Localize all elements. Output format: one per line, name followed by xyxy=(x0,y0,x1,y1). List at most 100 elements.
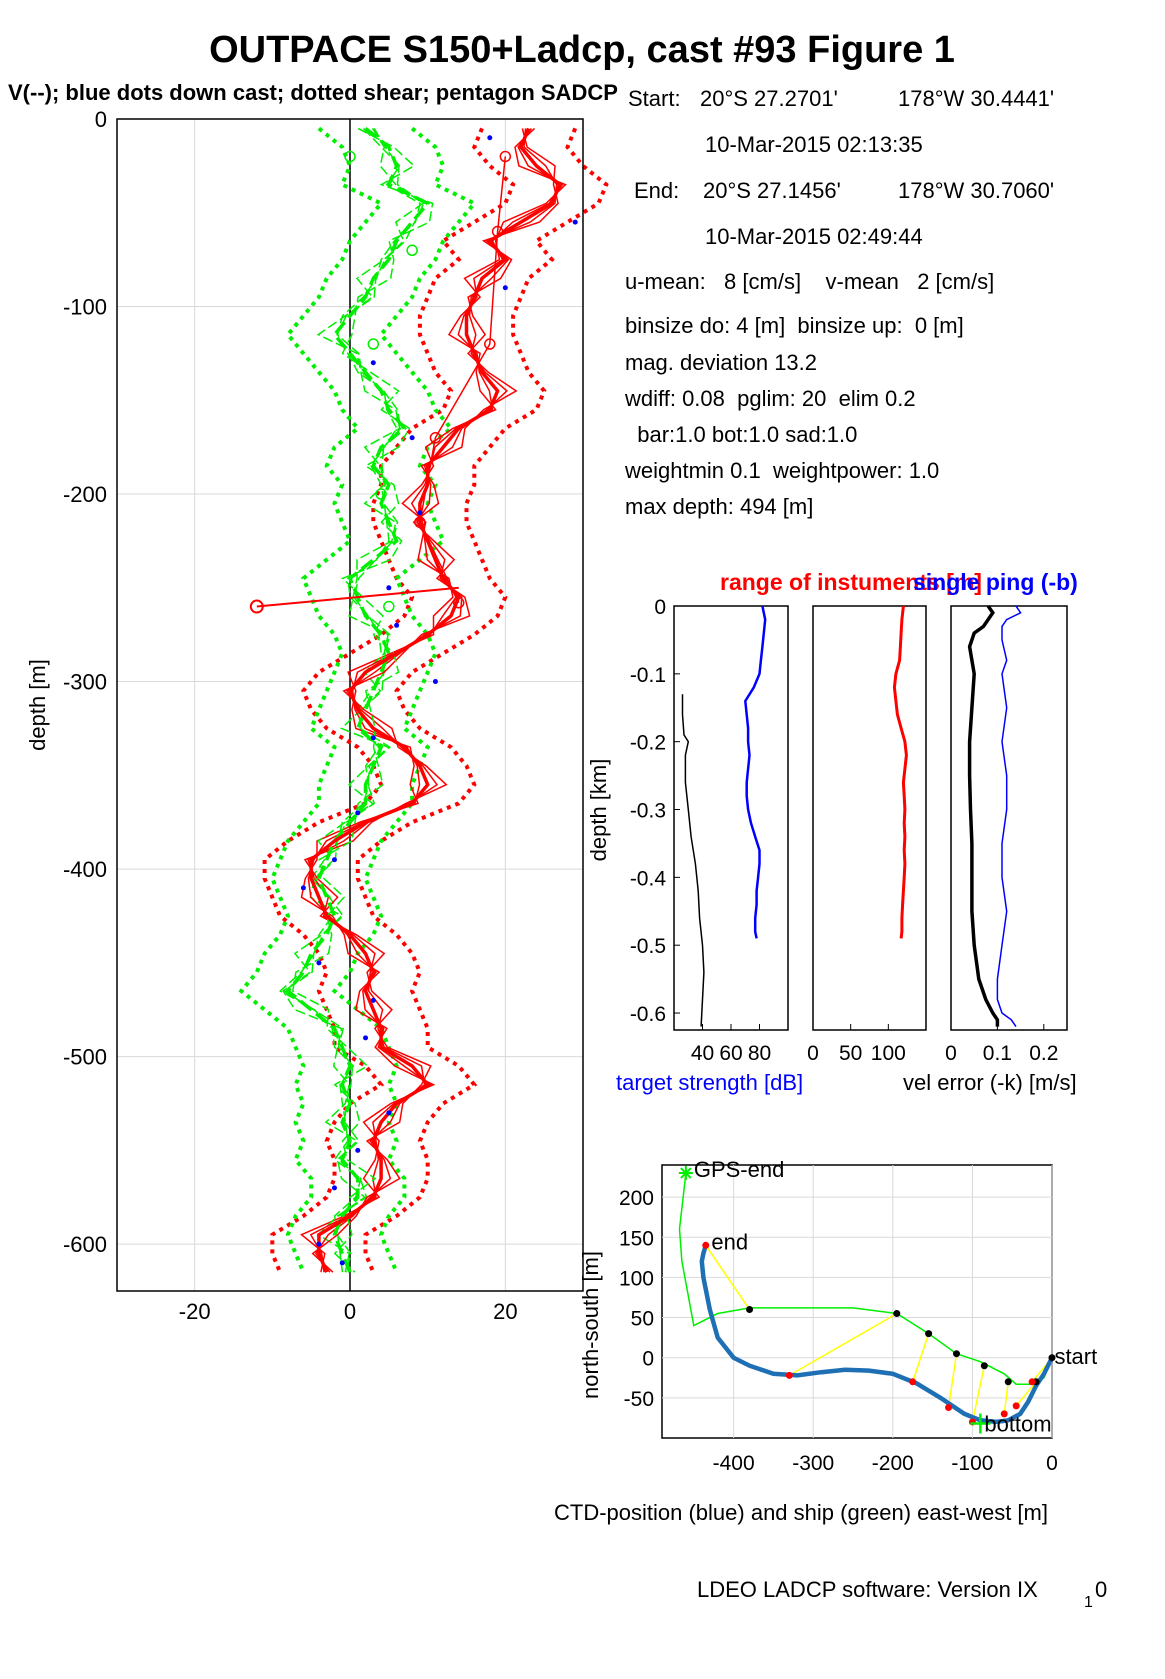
v-variant-line xyxy=(282,128,425,1273)
downcast-dot xyxy=(370,735,376,741)
x-tick-label: 0 xyxy=(807,1042,819,1065)
y-tick-label: -0.6 xyxy=(630,1003,666,1026)
ctd-marker xyxy=(909,1378,917,1386)
position-connector xyxy=(912,1333,930,1383)
downcast-dot xyxy=(355,1147,361,1153)
x-tick-label: 100 xyxy=(871,1042,906,1065)
ship-marker xyxy=(925,1330,933,1338)
y-tick-label: -50 xyxy=(624,1388,654,1411)
position-connector xyxy=(1003,1381,1009,1415)
sadcp-v-marker xyxy=(367,338,380,350)
ctd-marker xyxy=(702,1241,710,1249)
x-tick-label: 60 xyxy=(719,1042,742,1065)
y-tick-label: 200 xyxy=(619,1187,654,1210)
downcast-dot xyxy=(394,622,400,628)
position-connector xyxy=(788,1312,898,1377)
ship-marker xyxy=(952,1350,960,1358)
bottom-marker xyxy=(970,1413,991,1434)
y-tick-label: -600 xyxy=(63,1232,107,1257)
x-tick-label: -100 xyxy=(951,1452,993,1475)
y-tick-label: -0.5 xyxy=(630,935,666,958)
sadcp-marker xyxy=(484,338,496,350)
downcast-dot xyxy=(370,360,376,366)
velocity-profile-ticks: -20 0 200-100-200-300-400-500-600 xyxy=(63,107,518,1324)
x-tick-label: 20 xyxy=(493,1299,517,1324)
x-tick-label: 80 xyxy=(748,1042,771,1065)
y-tick-label: -0.4 xyxy=(630,867,667,890)
panel-frame xyxy=(950,605,1068,1031)
position-ylabel: north-south [m] xyxy=(578,1251,603,1399)
x-tick-label: 0 xyxy=(945,1042,957,1065)
end-label: End: xyxy=(634,178,679,203)
y-tick-label: -0.3 xyxy=(630,800,666,823)
magdev-text: mag. deviation 13.2 xyxy=(625,350,817,375)
maxdepth-text: max depth: 494 [m] xyxy=(625,494,813,519)
v-velocity-line xyxy=(285,127,431,1273)
downcast-dot xyxy=(572,219,578,225)
panel-frame xyxy=(673,605,789,1031)
y-tick-label: -100 xyxy=(63,295,107,320)
sadcp-marker xyxy=(491,225,504,238)
y-tick-label: 0 xyxy=(95,107,107,132)
small-panels-ylabel: depth [km] xyxy=(586,759,611,862)
position-panel: -400 -300 -200 -100 0 200 150 100 50 0 -50 GPS-end e… xyxy=(619,1157,1097,1475)
downcast-dot xyxy=(339,1260,345,1266)
ship-marker xyxy=(980,1362,988,1370)
ctd-marker xyxy=(785,1371,793,1379)
ctd-marker xyxy=(1000,1410,1008,1418)
x-tick-label: 40 xyxy=(691,1042,714,1065)
downcast-dot xyxy=(370,997,376,1003)
sadcp-outlier-line xyxy=(256,586,459,608)
x-tick-label: 0 xyxy=(1046,1452,1058,1475)
position-xlabel: CTD-position (blue) and ship (green) eas… xyxy=(554,1500,1048,1525)
target-strength-up-line xyxy=(681,694,705,1027)
footer-text: LDEO LADCP software: Version IX xyxy=(697,1577,1038,1602)
means-text: u-mean: 8 [cm/s] v-mean 2 [cm/s] xyxy=(625,269,994,294)
x-tick-label: 0.2 xyxy=(1029,1042,1058,1065)
end-time: 10-Mar-2015 02:49:44 xyxy=(705,224,923,249)
y-tick-label: -400 xyxy=(63,857,107,882)
x-tick-label: 0 xyxy=(344,1299,356,1324)
downcast-dot xyxy=(331,857,337,863)
ship-marker xyxy=(1004,1378,1012,1386)
y-tick-label: 100 xyxy=(619,1267,654,1290)
sadcp-v-marker xyxy=(383,600,395,613)
y-tick-label: 150 xyxy=(619,1227,654,1250)
ship-marker xyxy=(746,1306,754,1314)
velocity-profile-panel: -20 0 200-100-200-300-400-500-600 depth [m… xyxy=(25,107,609,1324)
start-label: Start: xyxy=(628,86,681,111)
downcast-dot xyxy=(300,885,306,891)
v-variant-line xyxy=(291,127,434,1273)
footer: LDEO LADCP software: Version IX 1 0 xyxy=(697,1577,1107,1611)
velocity-error-xlabel: vel error (-k) [m/s] xyxy=(903,1070,1077,1095)
x-tick-label: -400 xyxy=(713,1452,755,1475)
sadcp-line xyxy=(419,156,507,604)
velocity-error-panel: 0 0.1 0.2 xyxy=(945,605,1068,1065)
downcast-dot xyxy=(316,1241,322,1247)
x-tick-label: -300 xyxy=(792,1452,834,1475)
weight-text: weightmin 0.1 weightpower: 1.0 xyxy=(624,458,939,483)
start-label: start xyxy=(1054,1344,1097,1369)
ctd-track-line xyxy=(699,1244,1055,1425)
x-tick-label: 50 xyxy=(839,1042,862,1065)
end-lat: 20°S 27.1456' xyxy=(703,178,841,203)
sadcp-outlier-marker xyxy=(249,599,264,614)
downcast-dot xyxy=(432,679,438,685)
ship-marker xyxy=(893,1310,901,1318)
downcast-dot xyxy=(386,585,392,591)
bottom-label: bottom xyxy=(984,1412,1051,1437)
v-shear-envelope xyxy=(238,126,385,1273)
sadcp-marker xyxy=(452,597,465,609)
range-line xyxy=(892,605,908,939)
ctd-marker xyxy=(1012,1402,1020,1410)
x-tick-label: -20 xyxy=(179,1299,211,1324)
position-connector xyxy=(947,1353,958,1408)
position-connector xyxy=(705,1244,751,1310)
v-variant-line xyxy=(279,127,421,1273)
downcast-dot xyxy=(409,435,415,441)
x-tick-label: -200 xyxy=(872,1452,914,1475)
downcast-dot xyxy=(363,1035,369,1041)
sadcp-v-marker xyxy=(406,244,418,257)
end-label: end xyxy=(711,1229,748,1254)
y-tick-label: 50 xyxy=(631,1308,654,1331)
